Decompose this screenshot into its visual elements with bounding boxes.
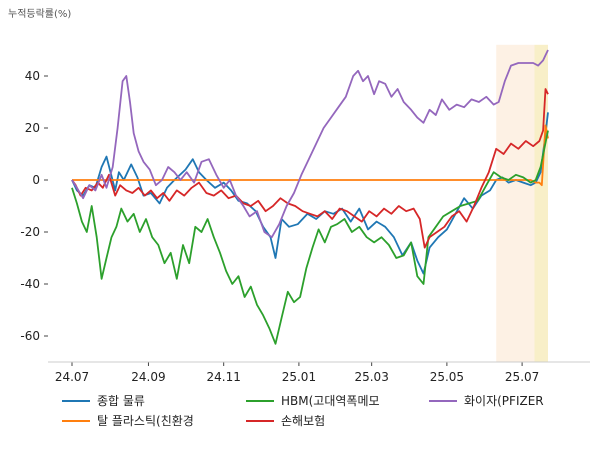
series-line-0 [71,112,549,275]
legend-item-insurance: 손해보험 [246,414,325,428]
highlight-band-0 [496,44,535,363]
x-tick-label: 25.03 [354,370,388,384]
series-line-2 [71,130,549,345]
y-tick-label: 40 [25,69,40,83]
legend-item-logistics: 종합 물류 [62,394,145,408]
legend-label-hbm: HBM(고대역폭메모 [281,394,380,408]
highlight-bands [496,44,548,363]
highlight-band-1 [534,44,548,363]
y-axis-ticks: 40 20 0 -20 -40 -60 [20,69,48,343]
y-tick-label: 20 [25,121,40,135]
legend: 종합 물류 탈 플라스틱(친환경 HBM(고대역폭메모 손해보험 화이자(PFI… [62,394,544,428]
x-tick-label: 24.07 [55,370,89,384]
y-tick-label: -60 [20,329,40,343]
series-line-4 [71,49,549,239]
legend-label-pfizer: 화이자(PFIZER [464,394,544,408]
y-tick-label: 0 [32,173,40,187]
y-axis-unit-label: 누적등락률(%) [8,8,71,20]
x-tick-label: 24.09 [131,370,165,384]
x-tick-label: 24.11 [206,370,240,384]
series-line-3 [71,88,549,249]
series-line-1 [72,124,549,187]
legend-item-hbm: HBM(고대역폭메모 [246,394,380,408]
y-tick-label: -40 [20,277,40,291]
x-axis-ticks: 24.07 24.09 24.11 25.01 25.03 25.05 25.07 [55,362,539,384]
x-tick-label: 25.07 [505,370,539,384]
series-lines [71,49,549,345]
legend-label-insurance: 손해보험 [281,414,325,428]
x-tick-label: 25.01 [282,370,316,384]
y-tick-label: -20 [20,225,40,239]
legend-label-logistics: 종합 물류 [97,394,145,408]
legend-item-pfizer: 화이자(PFIZER [429,394,544,408]
legend-label-plastic: 탈 플라스틱(친환경 [97,414,194,428]
legend-item-plastic: 탈 플라스틱(친환경 [62,414,194,428]
x-tick-label: 25.05 [430,370,464,384]
